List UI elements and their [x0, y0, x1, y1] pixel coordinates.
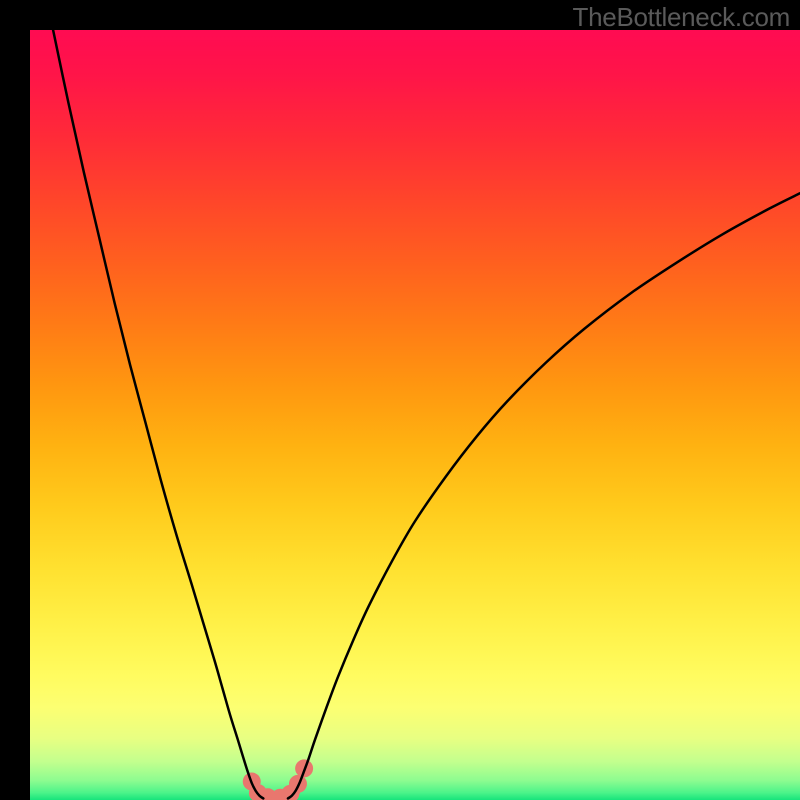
chart-canvas: TheBottleneck.com — [0, 0, 800, 800]
watermark-text: TheBottleneck.com — [573, 2, 790, 33]
bottleneck-chart-svg — [0, 0, 800, 800]
plot-background — [30, 30, 800, 800]
